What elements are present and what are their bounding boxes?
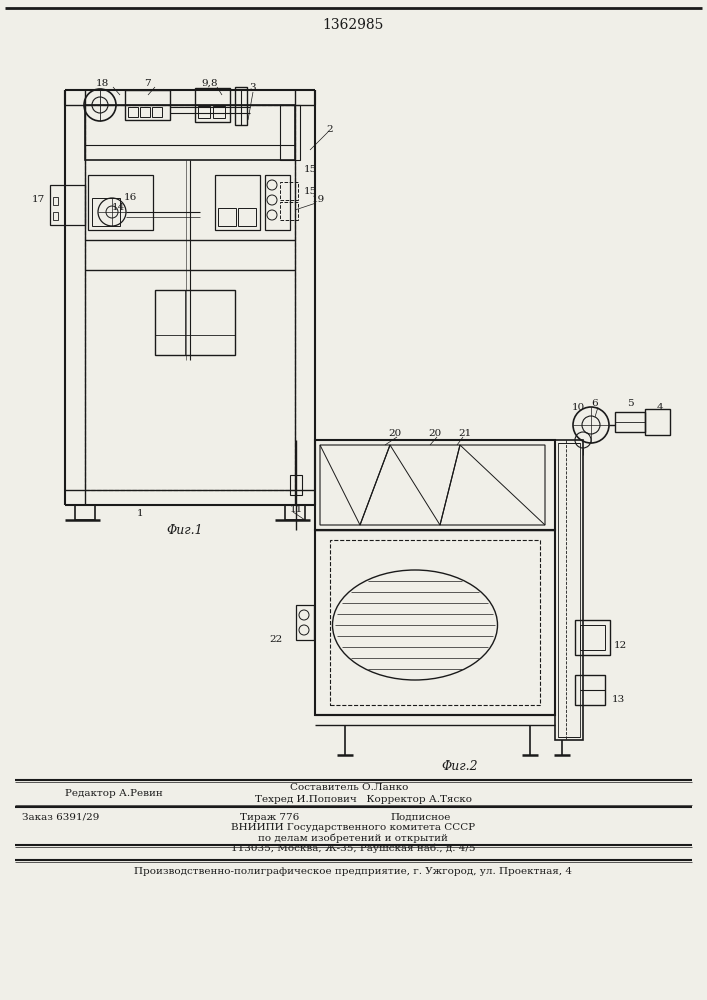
Bar <box>152 107 162 117</box>
Text: Производственно-полиграфическое предприятие, г. Ужгород, ул. Проектная, 4: Производственно-полиграфическое предприя… <box>134 867 572 876</box>
Bar <box>555 440 583 740</box>
Text: ВНИИПИ Государственного комитета СССР: ВНИИПИ Государственного комитета СССР <box>231 824 475 832</box>
Text: 19: 19 <box>311 196 325 205</box>
Text: 16: 16 <box>124 192 136 202</box>
Text: Подписное: Подписное <box>390 812 450 822</box>
Bar <box>88 175 153 230</box>
Text: Составитель О.Ланко: Составитель О.Ланко <box>290 784 409 792</box>
Bar <box>330 540 540 705</box>
Bar <box>280 105 300 160</box>
Bar <box>198 106 210 118</box>
Text: по делам изобретений и открытий: по делам изобретений и открытий <box>258 833 448 843</box>
Text: Редактор А.Ревин: Редактор А.Ревин <box>65 788 163 798</box>
Bar <box>645 409 670 435</box>
Text: 1: 1 <box>136 508 144 518</box>
Bar <box>265 175 290 230</box>
Text: Техред И.Попович   Корректор А.Тяско: Техред И.Попович Корректор А.Тяско <box>255 796 472 804</box>
Text: 13: 13 <box>612 696 624 704</box>
Bar <box>155 290 235 355</box>
Text: 4: 4 <box>657 402 663 412</box>
Bar <box>50 185 85 225</box>
Bar <box>218 208 236 226</box>
Bar <box>315 530 555 715</box>
Bar <box>235 87 247 125</box>
Bar <box>128 107 138 117</box>
Text: Тираж 776: Тираж 776 <box>240 812 299 822</box>
Text: 15: 15 <box>303 188 317 196</box>
Bar <box>85 105 295 490</box>
Bar <box>575 620 610 655</box>
Text: 18: 18 <box>95 79 109 88</box>
Text: 1362985: 1362985 <box>322 18 384 32</box>
Bar <box>238 208 256 226</box>
Bar <box>195 88 230 122</box>
Bar <box>125 90 170 120</box>
Text: 12: 12 <box>614 641 626 650</box>
Bar <box>92 198 120 226</box>
Bar <box>53 212 58 220</box>
Text: 2: 2 <box>327 125 333 134</box>
Text: 21: 21 <box>458 428 472 438</box>
Bar <box>53 197 58 205</box>
Text: Φиг.2: Φиг.2 <box>442 760 479 774</box>
Text: 11: 11 <box>289 506 303 514</box>
Bar <box>280 182 298 200</box>
Bar <box>575 675 605 705</box>
Bar <box>615 412 645 432</box>
Bar <box>315 440 555 530</box>
Text: 15: 15 <box>303 165 317 174</box>
Text: Φиг.1: Φиг.1 <box>167 524 204 536</box>
Bar <box>558 443 580 737</box>
Bar <box>140 107 150 117</box>
Text: 17: 17 <box>31 196 45 205</box>
Text: 113035, Москва, Ж-35, Раушская наб., д. 4/5: 113035, Москва, Ж-35, Раушская наб., д. … <box>230 843 475 853</box>
Text: 5: 5 <box>626 398 633 408</box>
Text: 7: 7 <box>144 79 151 88</box>
Text: 20: 20 <box>428 428 442 438</box>
Bar <box>213 106 225 118</box>
Text: 14: 14 <box>112 202 124 212</box>
Text: Заказ 6391/29: Заказ 6391/29 <box>22 812 100 822</box>
Text: 22: 22 <box>269 636 283 645</box>
Bar <box>85 105 295 160</box>
Bar <box>280 202 298 220</box>
Bar <box>215 175 260 230</box>
Bar <box>290 475 302 495</box>
Text: 10: 10 <box>571 403 585 412</box>
Text: 6: 6 <box>592 398 598 408</box>
Text: 9,8: 9,8 <box>201 79 218 88</box>
Bar <box>580 625 605 650</box>
Bar <box>296 605 314 640</box>
Text: 3: 3 <box>250 84 257 93</box>
Text: 20: 20 <box>388 428 402 438</box>
